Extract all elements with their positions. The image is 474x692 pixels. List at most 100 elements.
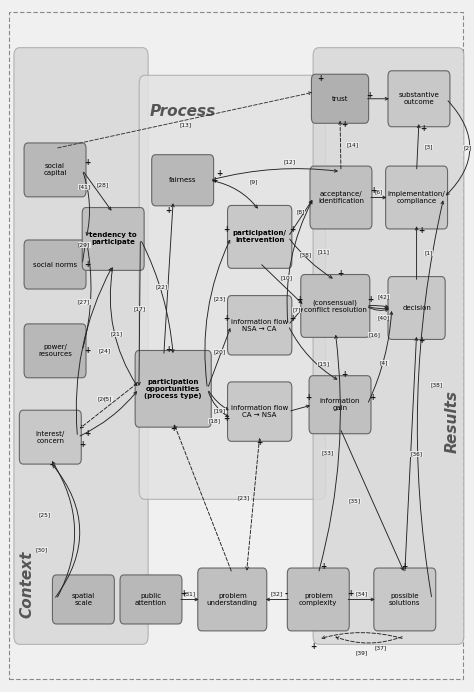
Text: +: + bbox=[337, 268, 343, 277]
Text: +: + bbox=[180, 590, 186, 599]
FancyBboxPatch shape bbox=[309, 376, 371, 434]
Text: [18]: [18] bbox=[209, 419, 221, 424]
Text: [12]: [12] bbox=[283, 160, 296, 165]
Text: [33]: [33] bbox=[322, 450, 334, 455]
Text: fairness: fairness bbox=[169, 177, 196, 183]
Text: +: + bbox=[223, 314, 230, 323]
FancyBboxPatch shape bbox=[82, 208, 144, 271]
FancyBboxPatch shape bbox=[313, 48, 464, 644]
Text: [1]: [1] bbox=[424, 251, 433, 255]
Text: trust: trust bbox=[332, 95, 348, 102]
Text: [38]: [38] bbox=[300, 252, 312, 257]
Text: [29]: [29] bbox=[78, 242, 90, 247]
Text: [21]: [21] bbox=[110, 331, 123, 336]
Text: +: + bbox=[84, 158, 90, 167]
Text: [42]: [42] bbox=[377, 294, 390, 299]
Text: +: + bbox=[366, 91, 373, 100]
Text: [15]: [15] bbox=[318, 361, 329, 366]
Text: [5]: [5] bbox=[104, 397, 112, 401]
FancyBboxPatch shape bbox=[198, 568, 267, 631]
Text: substantive
outcome: substantive outcome bbox=[399, 92, 439, 105]
Text: participation/
intervention: participation/ intervention bbox=[233, 230, 287, 244]
FancyBboxPatch shape bbox=[388, 71, 450, 127]
FancyBboxPatch shape bbox=[120, 575, 182, 624]
Text: [28]: [28] bbox=[96, 182, 109, 187]
Text: decision: decision bbox=[402, 305, 431, 311]
FancyBboxPatch shape bbox=[19, 410, 81, 464]
Text: +: + bbox=[256, 438, 263, 447]
FancyBboxPatch shape bbox=[228, 295, 292, 355]
Text: [17]: [17] bbox=[134, 306, 146, 311]
Text: +: + bbox=[418, 226, 424, 235]
Text: +: + bbox=[320, 562, 326, 571]
FancyBboxPatch shape bbox=[228, 382, 292, 441]
FancyBboxPatch shape bbox=[228, 206, 292, 268]
Text: social
capital: social capital bbox=[43, 163, 67, 176]
Text: interest/
concern: interest/ concern bbox=[36, 430, 65, 444]
Text: -: - bbox=[50, 461, 53, 470]
Text: [31]: [31] bbox=[184, 592, 196, 597]
Text: [8]: [8] bbox=[297, 209, 305, 215]
Text: Process: Process bbox=[149, 104, 216, 119]
FancyBboxPatch shape bbox=[24, 143, 86, 197]
Text: [30]: [30] bbox=[36, 547, 48, 552]
Text: [26]: [26] bbox=[98, 397, 109, 401]
FancyBboxPatch shape bbox=[152, 155, 214, 206]
Text: [19]: [19] bbox=[213, 408, 226, 413]
Text: [10]: [10] bbox=[281, 275, 293, 280]
Text: (consensual)
conflict resolution: (consensual) conflict resolution bbox=[304, 299, 367, 313]
Text: [7]: [7] bbox=[292, 307, 301, 313]
Text: spatial
scale: spatial scale bbox=[72, 593, 95, 606]
Text: [23]: [23] bbox=[213, 297, 226, 302]
Text: [4]: [4] bbox=[380, 361, 389, 366]
FancyBboxPatch shape bbox=[139, 75, 325, 500]
FancyBboxPatch shape bbox=[301, 275, 370, 338]
Text: [40]: [40] bbox=[377, 315, 390, 320]
Text: [3]: [3] bbox=[424, 144, 433, 149]
Text: information
gain: information gain bbox=[320, 398, 360, 411]
Text: [6]: [6] bbox=[374, 190, 383, 194]
Text: [36]: [36] bbox=[410, 451, 423, 456]
Text: -: - bbox=[285, 590, 288, 599]
FancyBboxPatch shape bbox=[135, 350, 211, 427]
Text: problem
understanding: problem understanding bbox=[207, 593, 258, 606]
FancyBboxPatch shape bbox=[24, 324, 86, 378]
Text: [38]: [38] bbox=[430, 382, 443, 388]
Text: +: + bbox=[84, 346, 90, 355]
Text: [2]: [2] bbox=[463, 145, 472, 151]
Text: +: + bbox=[401, 562, 408, 571]
Text: [24]: [24] bbox=[99, 349, 111, 354]
Text: Context: Context bbox=[19, 551, 34, 618]
Text: [39]: [39] bbox=[356, 650, 368, 655]
FancyBboxPatch shape bbox=[24, 240, 86, 289]
Text: problem
complexity: problem complexity bbox=[299, 593, 337, 606]
Text: Results: Results bbox=[445, 390, 459, 453]
FancyBboxPatch shape bbox=[388, 277, 445, 340]
Text: +: + bbox=[418, 336, 424, 345]
Text: [20]: [20] bbox=[213, 349, 226, 354]
Text: +: + bbox=[79, 439, 85, 448]
Text: [22]: [22] bbox=[155, 284, 168, 290]
Text: +: + bbox=[290, 226, 296, 235]
Text: [13]: [13] bbox=[179, 122, 191, 127]
Text: [23]: [23] bbox=[238, 495, 250, 500]
Text: [34]: [34] bbox=[356, 592, 368, 597]
Text: +: + bbox=[297, 295, 303, 304]
Text: +: + bbox=[342, 370, 348, 379]
Text: +: + bbox=[84, 260, 90, 269]
Text: [25]: [25] bbox=[38, 513, 51, 518]
Text: [32]: [32] bbox=[271, 592, 283, 597]
Text: +: + bbox=[305, 393, 311, 402]
FancyBboxPatch shape bbox=[53, 575, 114, 624]
Text: tendency to
participate: tendency to participate bbox=[90, 233, 137, 246]
Text: +: + bbox=[310, 641, 317, 650]
Text: [14]: [14] bbox=[346, 142, 359, 147]
Text: information flow
CA → NSA: information flow CA → NSA bbox=[231, 405, 288, 418]
FancyBboxPatch shape bbox=[287, 568, 349, 631]
Text: [37]: [37] bbox=[374, 646, 387, 650]
Text: +: + bbox=[370, 186, 376, 195]
Text: [35]: [35] bbox=[348, 498, 360, 503]
Text: +: + bbox=[420, 124, 427, 133]
Text: +: + bbox=[290, 314, 296, 323]
Text: power/
resources: power/ resources bbox=[38, 345, 72, 357]
